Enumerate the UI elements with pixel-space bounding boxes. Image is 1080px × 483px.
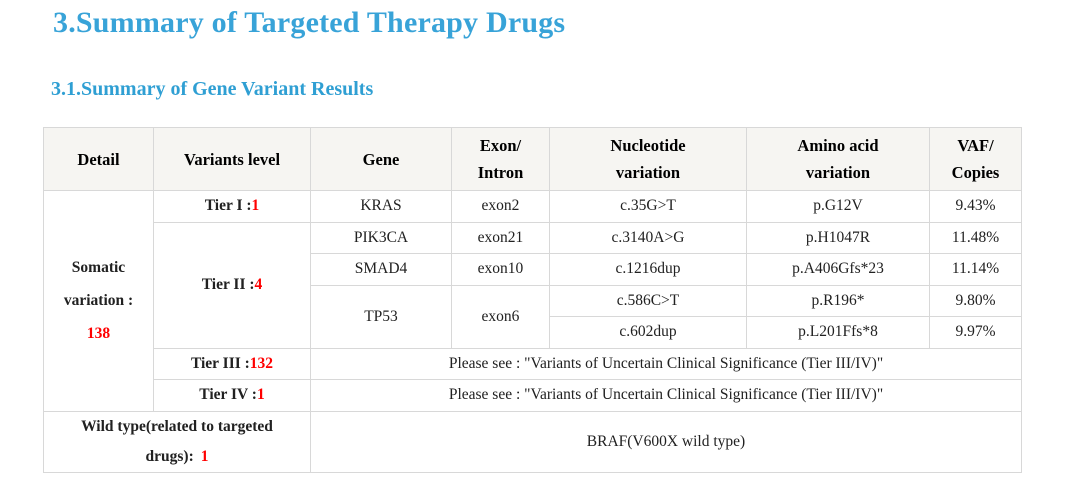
vaf-cell: 9.43%: [929, 190, 1022, 223]
amino-acid-cell: p.R196*: [746, 284, 930, 317]
exon-cell: exon10: [451, 253, 550, 286]
gene-variant-summary-table: Detail Variants level Gene Exon/ Intron …: [43, 127, 1022, 473]
table-row: Wild type(related to targeted drugs): 1 B…: [43, 410, 1022, 473]
nucleotide-cell: c.35G>T: [549, 190, 747, 223]
header-label: Nucleotide: [610, 136, 686, 155]
header-label: Amino acid: [797, 136, 879, 155]
header-label: VAF/: [957, 136, 994, 155]
header-row: Detail Variants level Gene Exon/ Intron …: [43, 127, 1022, 191]
tier2-count: 4: [254, 276, 263, 293]
gene-cell: SMAD4: [310, 253, 452, 286]
tier3-cell: Tier III :132: [153, 347, 311, 380]
braf-wild-type-cell: BRAF(V600X wild type): [310, 410, 1022, 473]
amino-acid-cell: p.H1047R: [746, 221, 930, 254]
nucleotide-cell: c.1216dup: [549, 253, 747, 286]
table-row: Tier II :4 PIK3CA exon21 c.3140A>G p.H10…: [44, 221, 1022, 349]
col-header-detail: Detail: [43, 127, 154, 191]
amino-acid-cell: p.L201Ffs*8: [746, 316, 930, 349]
nucleotide-cell: c.3140A>G: [549, 221, 747, 254]
nucleotide-cell: c.602dup: [549, 316, 747, 349]
gene-cell: TP53: [310, 284, 452, 349]
exon-cell: exon21: [451, 221, 550, 254]
tier2-cell: Tier II :4: [153, 221, 311, 349]
amino-acid-cell: p.A406Gfs*23: [746, 253, 930, 286]
header-label: Variants level: [183, 149, 281, 169]
page-title: 3.Summary of Targeted Therapy Drugs: [53, 6, 566, 39]
tier1-cell: Tier I :1: [153, 190, 311, 223]
tier4-count: 1: [256, 386, 265, 404]
table-row: Tier IV :1 Please see : "Variants of Unc…: [44, 379, 1022, 412]
table-row: Tier III :132 Please see : "Variants of …: [44, 347, 1022, 380]
table-row: TP53 exon6 c.586C>T p.R196* 9.80%: [44, 284, 1022, 349]
wild-type-cell: Wild type(related to targeted drugs): 1: [43, 410, 311, 473]
tier3-note-cell: Please see : "Variants of Uncertain Clin…: [310, 347, 1022, 380]
somatic-variation-count: 138: [86, 325, 111, 343]
header-label: Exon/: [479, 136, 522, 155]
gene-cell: PIK3CA: [310, 221, 452, 254]
table-row: SMAD4 exon10 c.1216dup p.A406Gfs*23 11.1…: [44, 253, 1022, 286]
col-header-nucleotide-variation: Nucleotide variation: [549, 127, 747, 191]
tier4-cell: Tier IV :1: [153, 379, 311, 412]
amino-acid-cell: p.G12V: [746, 190, 930, 223]
col-header-vaf-copies: VAF/ Copies: [929, 127, 1022, 191]
gene-cell: KRAS: [310, 190, 452, 223]
wild-type-count: 1: [200, 447, 209, 465]
col-header-gene: Gene: [310, 127, 452, 191]
exon-cell: exon2: [451, 190, 550, 223]
nucleotide-cell: c.586C>T: [549, 284, 747, 317]
tier3-count: 132: [249, 354, 274, 372]
table-row: Somatic variation : 138 Tier I :1 KRAS e…: [43, 190, 1022, 412]
vaf-cell: 11.48%: [929, 221, 1022, 254]
subsection-title: 3.1.Summary of Gene Variant Results: [51, 78, 374, 100]
vaf-cell: 11.14%: [929, 253, 1022, 286]
exon-cell: exon6: [451, 284, 550, 349]
vaf-cell: 9.97%: [929, 316, 1022, 349]
tier4-note-cell: Please see : "Variants of Uncertain Clin…: [310, 379, 1022, 412]
col-header-exon-intron: Exon/ Intron: [451, 127, 550, 191]
header-label: Gene: [362, 149, 400, 169]
somatic-variation-cell: Somatic variation : 138: [43, 190, 154, 412]
table-row: c.602dup p.L201Ffs*8 9.97%: [44, 316, 1022, 349]
col-header-variants-level: Variants level: [153, 127, 311, 191]
tier1-count: 1: [251, 197, 260, 215]
header-label: Detail: [77, 149, 120, 169]
vaf-cell: 9.80%: [929, 284, 1022, 317]
col-header-amino-acid-variation: Amino acid variation: [746, 127, 930, 191]
